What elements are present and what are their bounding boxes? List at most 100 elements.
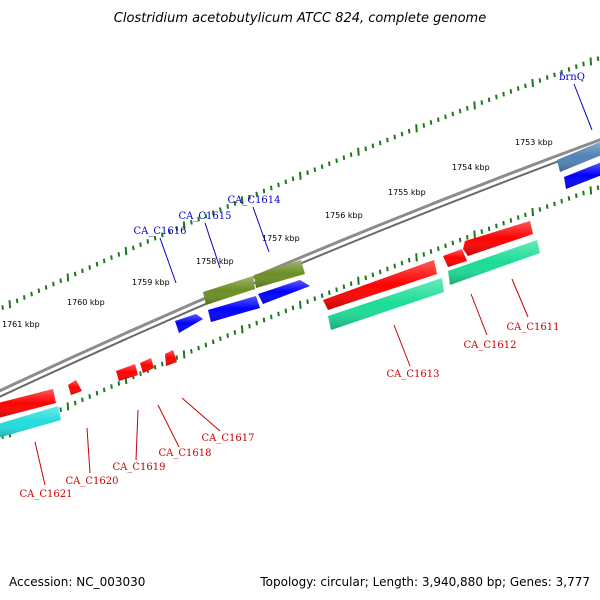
- minor-tick: [407, 257, 411, 263]
- minor-tick: [168, 229, 171, 235]
- minor-tick: [444, 114, 447, 120]
- label-CA_C1618[interactable]: CA_C1618: [159, 448, 212, 459]
- tick-label-1756: 1756 kbp: [325, 211, 363, 220]
- inner-tick-ring: [1, 185, 600, 439]
- minor-tick: [400, 131, 404, 137]
- label-CA_C1619[interactable]: CA_C1619: [113, 462, 166, 473]
- minor-tick: [262, 188, 266, 194]
- gene-shine: [165, 350, 177, 366]
- minor-tick: [175, 226, 179, 231]
- major-tick: [299, 171, 302, 180]
- minor-tick: [364, 146, 367, 152]
- minor-tick: [161, 232, 164, 238]
- minor-tick: [480, 229, 484, 234]
- label-CA_C1617[interactable]: CA_C1617: [202, 433, 255, 444]
- major-tick: [240, 196, 244, 205]
- leader-brnQ: [573, 83, 593, 131]
- tick-label-1753: 1753 kbp: [515, 138, 553, 147]
- gene-shine: [68, 380, 82, 395]
- minor-tick: [553, 201, 556, 207]
- minor-tick: [560, 198, 563, 204]
- major-tick: [124, 247, 128, 256]
- minor-tick: [81, 268, 84, 274]
- minor-tick: [291, 305, 295, 311]
- major-tick: [182, 221, 186, 230]
- gene-shading: [0, 141, 600, 438]
- label-CA_C1612[interactable]: CA_C1612: [464, 340, 517, 351]
- map-title: Clostridium acetobutylicum ATCC 824, com…: [114, 11, 486, 26]
- minor-tick: [320, 164, 324, 170]
- label-CA_C1614[interactable]: CA_C1614: [228, 195, 281, 206]
- minor-tick: [553, 72, 556, 78]
- genome-summary-text: Topology: circular; Length: 3,940,880 bp…: [259, 575, 590, 589]
- leader-CA_C1620: [86, 427, 91, 474]
- minor-tick: [582, 190, 585, 196]
- tick-label-1754: 1754 kbp: [452, 163, 490, 172]
- minor-tick: [313, 167, 317, 173]
- minor-tick: [139, 242, 142, 248]
- gene-shine: [557, 141, 600, 172]
- gene-shine: [258, 280, 310, 304]
- minor-tick: [248, 194, 251, 200]
- major-tick: [299, 300, 302, 309]
- label-CA_C1616[interactable]: CA_C1616: [134, 226, 187, 237]
- label-CA_C1613[interactable]: CA_C1613: [387, 369, 440, 380]
- label-CA_C1621[interactable]: CA_C1621: [20, 489, 73, 500]
- minor-tick: [37, 288, 41, 294]
- minor-tick: [342, 155, 346, 161]
- gene-shine: [448, 240, 540, 285]
- minor-tick: [335, 287, 338, 293]
- minor-tick: [277, 182, 280, 188]
- minor-tick: [197, 216, 200, 222]
- gene-shine: [208, 296, 260, 322]
- tick-label-1757: 1757 kbp: [262, 234, 300, 243]
- minor-tick: [30, 291, 33, 297]
- minor-tick: [524, 212, 527, 218]
- gene-shine: [116, 364, 138, 381]
- minor-tick: [386, 266, 389, 272]
- minor-tick: [211, 339, 215, 345]
- minor-tick: [197, 345, 200, 351]
- minor-tick: [582, 61, 585, 67]
- minor-tick: [306, 170, 309, 176]
- minor-tick: [429, 249, 433, 254]
- minor-tick: [219, 336, 222, 342]
- minor-tick: [466, 234, 469, 240]
- minor-tick: [139, 371, 142, 377]
- major-tick: [357, 276, 360, 285]
- minor-tick: [270, 314, 273, 320]
- minor-tick: [255, 191, 258, 197]
- minor-tick: [153, 364, 157, 370]
- minor-tick: [328, 161, 331, 167]
- leader-CA_C1612: [470, 293, 488, 336]
- genome-backbone-outer: [0, 138, 600, 393]
- label-CA_C1620[interactable]: CA_C1620: [66, 476, 119, 487]
- minor-tick: [386, 137, 389, 143]
- minor-tick: [95, 261, 99, 267]
- minor-tick: [524, 83, 527, 89]
- leader-CA_C1618: [157, 404, 180, 448]
- label-CA_C1611[interactable]: CA_C1611: [507, 322, 560, 333]
- tick-labels: 1753 kbp 1754 kbp 1755 kbp 1756 kbp 1757…: [2, 138, 553, 329]
- minor-tick: [95, 390, 99, 396]
- minor-tick: [516, 215, 520, 220]
- minor-tick: [277, 311, 280, 317]
- minor-tick: [291, 176, 295, 182]
- label-brnQ[interactable]: brnQ: [559, 72, 585, 83]
- minor-tick: [73, 271, 77, 277]
- minor-tick: [444, 243, 447, 249]
- minor-tick: [23, 295, 26, 300]
- minor-tick: [175, 355, 179, 360]
- leader-CA_C1615: [204, 222, 221, 269]
- minor-tick: [306, 299, 309, 305]
- minor-tick: [255, 320, 258, 326]
- minor-tick: [371, 143, 375, 149]
- gene-labels: brnQ CA_C1614 CA_C1615 CA_C1616 CA_C1611…: [20, 72, 593, 500]
- minor-tick: [509, 89, 513, 94]
- minor-tick: [502, 91, 505, 97]
- minor-tick: [52, 281, 55, 287]
- minor-tick: [1, 305, 4, 310]
- label-CA_C1615[interactable]: CA_C1615: [179, 211, 232, 222]
- minor-tick: [233, 330, 237, 335]
- minor-tick: [190, 348, 193, 354]
